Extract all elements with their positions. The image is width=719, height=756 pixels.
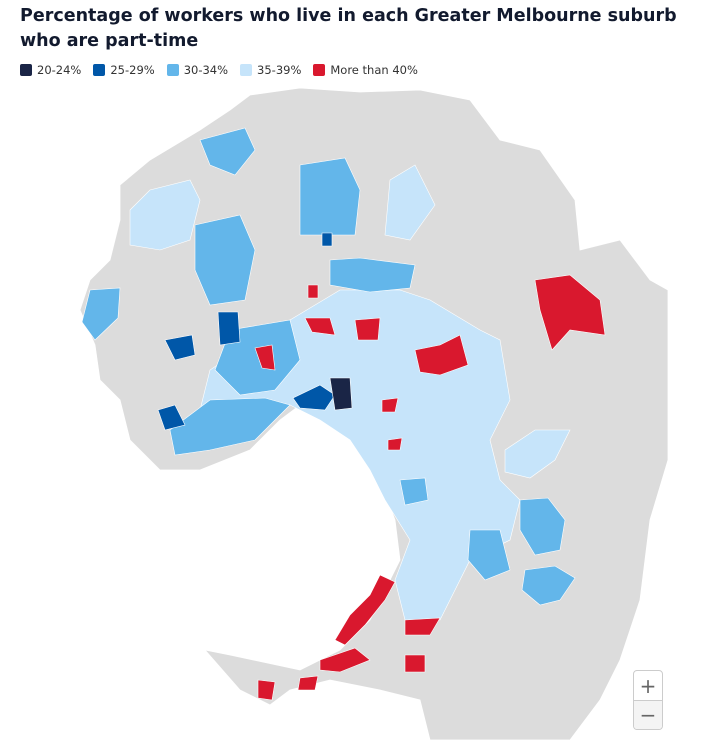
region-30-34[interactable] xyxy=(467,529,511,581)
legend-label: More than 40% xyxy=(330,63,418,77)
legend-swatch xyxy=(313,64,326,76)
region-40plus[interactable] xyxy=(257,679,276,701)
region-30-34[interactable] xyxy=(521,565,576,606)
region-40plus[interactable] xyxy=(414,334,469,376)
region-25-29[interactable] xyxy=(321,232,333,247)
region-25-29[interactable] xyxy=(292,384,336,411)
legend-item: 20-24% xyxy=(20,63,81,77)
region-40plus[interactable] xyxy=(404,617,441,636)
region-25-29[interactable] xyxy=(164,334,196,361)
legend-swatch xyxy=(93,64,106,76)
region-40plus[interactable] xyxy=(319,647,371,673)
region-40plus[interactable] xyxy=(334,574,396,646)
legend-label: 35-39% xyxy=(257,63,302,77)
suburb-regions xyxy=(81,127,606,701)
region-30-34[interactable] xyxy=(299,157,361,236)
legend-item: 25-29% xyxy=(93,63,155,77)
legend-swatch xyxy=(20,64,32,76)
region-40plus[interactable] xyxy=(534,274,606,351)
map-title: Percentage of workers who live in each G… xyxy=(20,6,677,51)
legend: 20-24% 25-29% 30-34% 35-39% More than 40… xyxy=(20,63,418,77)
region-40plus[interactable] xyxy=(307,284,319,299)
region-40plus[interactable] xyxy=(387,437,403,451)
region-30-34[interactable] xyxy=(81,287,121,341)
legend-label: 20-24% xyxy=(37,63,82,77)
legend-label: 25-29% xyxy=(110,63,155,77)
legend-swatch xyxy=(240,64,253,76)
legend-swatch xyxy=(166,64,179,76)
region-30-34[interactable] xyxy=(194,214,256,306)
region-40plus[interactable] xyxy=(254,344,276,371)
region-35-39[interactable] xyxy=(384,164,436,241)
region-35-39[interactable] xyxy=(129,179,201,251)
region-35-39[interactable] xyxy=(504,429,571,479)
zoom-out-button[interactable]: − xyxy=(634,700,662,729)
region-40plus[interactable] xyxy=(404,654,426,673)
region-40plus[interactable] xyxy=(297,675,319,691)
region-30-34[interactable] xyxy=(169,397,291,456)
legend-item: 35-39% xyxy=(240,63,301,77)
region-30-34[interactable] xyxy=(399,477,429,506)
legend-label: 30-34% xyxy=(183,63,229,77)
region-30-34[interactable] xyxy=(199,127,256,176)
legend-item: More than 40% xyxy=(313,63,418,77)
region-25-29[interactable] xyxy=(157,404,186,431)
region-25-29[interactable] xyxy=(217,311,241,346)
region-40plus[interactable] xyxy=(354,317,381,341)
legend-item: 30-34% xyxy=(166,63,229,77)
region-40plus[interactable] xyxy=(304,317,336,336)
region-30-34[interactable] xyxy=(519,497,566,556)
region-20-24[interactable] xyxy=(329,377,353,411)
zoom-in-button[interactable]: + xyxy=(639,673,657,698)
region-30-34[interactable] xyxy=(329,257,416,293)
region-40plus[interactable] xyxy=(381,397,399,413)
zoom-control: + − xyxy=(633,670,663,730)
